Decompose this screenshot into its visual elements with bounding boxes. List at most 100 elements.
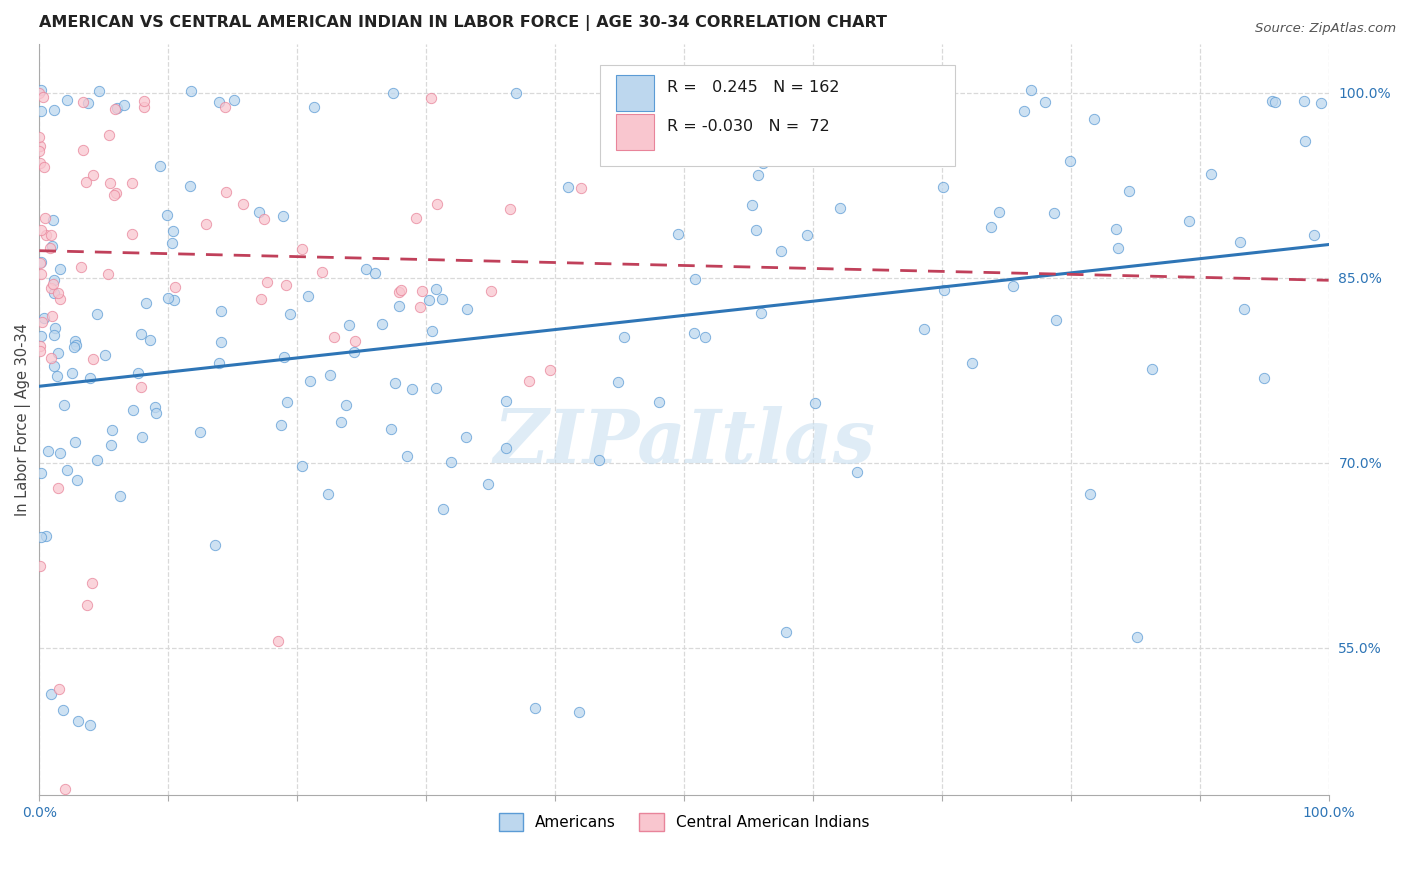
Point [1118,184,1140,198]
Point [28,256,51,270]
Point [204,538,226,552]
Point [53,399,76,413]
Point [606,375,628,389]
Point [131,327,153,342]
Point [129,380,152,394]
Point [316,487,339,501]
Point [30,223,52,237]
Point [121,176,143,190]
Point [75,175,97,189]
Point [311,265,333,279]
Point [371,317,394,331]
Point [745,223,768,237]
Point [41,239,63,253]
Point [388,285,411,300]
Point [1043,206,1066,220]
Point [49,446,72,460]
Point [747,169,769,183]
Point [39,228,62,243]
Point [430,292,453,306]
Point [1140,362,1163,376]
Point [405,211,427,226]
Point [28,156,51,170]
Point [741,198,763,212]
Point [499,202,522,217]
Point [28,339,51,353]
Point [42,103,65,117]
Point [664,84,686,98]
Point [274,278,297,293]
Point [162,224,184,238]
Point [702,94,724,108]
Point [232,197,254,211]
Point [69,260,91,275]
Point [55,93,77,107]
Point [1292,94,1315,108]
Point [828,201,851,215]
Point [931,179,953,194]
Point [30,267,52,281]
Point [30,83,52,97]
Point [364,266,387,280]
Point [588,453,610,467]
Point [337,318,360,332]
Point [121,227,143,241]
Point [1059,154,1081,169]
Bar [616,75,654,112]
Point [270,417,292,432]
Point [683,272,706,286]
Point [297,289,319,303]
Point [53,782,76,797]
Point [110,489,132,503]
Point [912,321,935,335]
Point [112,98,135,112]
Point [419,91,441,105]
Point [384,376,406,390]
Point [425,380,447,394]
Point [42,277,65,291]
Point [1107,242,1129,256]
Point [208,95,231,110]
Point [42,327,65,342]
Point [63,435,86,450]
Point [1033,95,1056,109]
Point [30,329,52,343]
Point [380,422,402,436]
Point [418,293,440,307]
Point [1261,94,1284,108]
Point [165,279,187,293]
Point [267,633,290,648]
Point [63,340,86,354]
Point [66,473,89,487]
Point [32,310,55,325]
Y-axis label: In Labor Force | Age 30-34: In Labor Force | Age 30-34 [15,323,31,516]
Point [48,261,70,276]
Point [247,204,270,219]
Point [425,282,447,296]
Point [145,406,167,420]
Point [299,375,322,389]
Point [775,625,797,640]
Point [46,481,69,495]
Point [648,394,671,409]
Point [606,90,628,104]
Point [86,453,108,467]
Point [72,143,94,157]
Point [60,367,83,381]
Point [134,100,156,114]
Point [100,437,122,451]
Point [156,291,179,305]
Point [67,714,90,728]
Point [356,261,378,276]
Point [291,242,314,256]
Point [135,295,157,310]
Point [304,100,326,114]
Point [104,102,127,116]
Point [980,220,1002,235]
Point [98,176,121,190]
Bar [616,114,654,151]
Point [1294,134,1316,148]
Point [1105,221,1128,235]
Point [46,369,69,384]
Legend: Americans, Central American Indians: Americans, Central American Indians [492,806,876,837]
